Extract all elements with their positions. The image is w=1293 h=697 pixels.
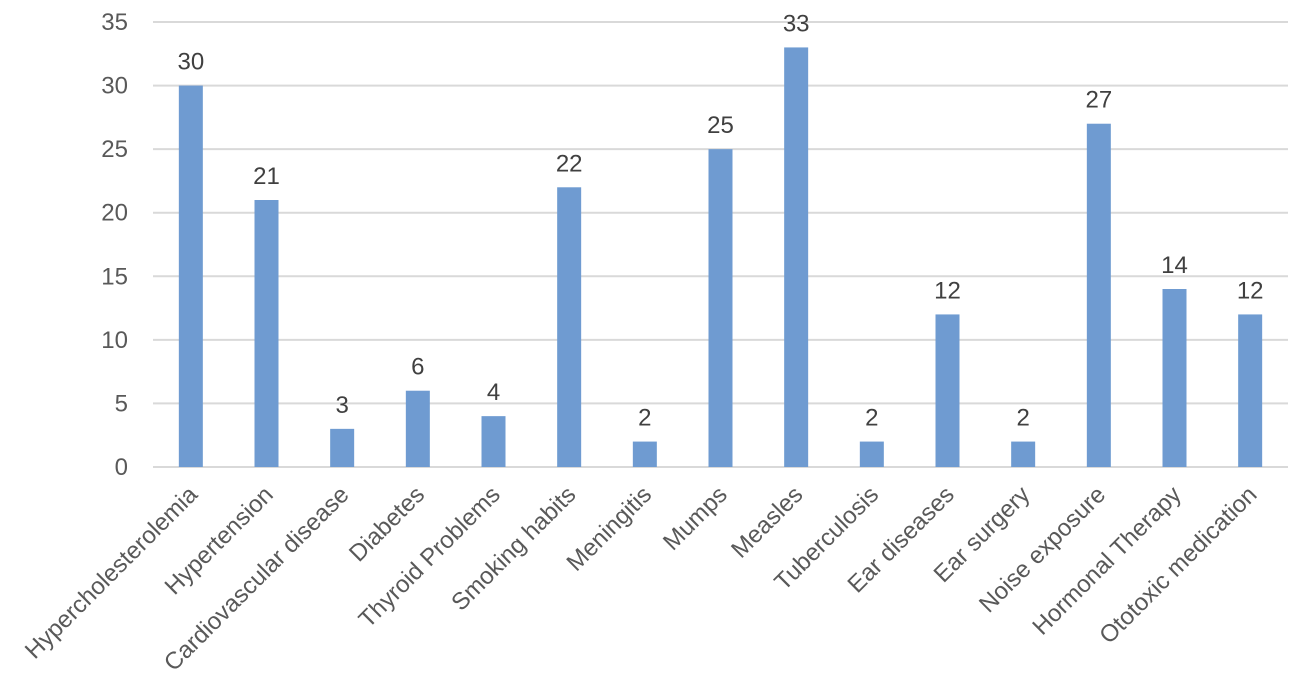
y-tick-label: 35 — [101, 9, 128, 36]
bar — [1238, 314, 1263, 467]
category-label: Thyroid Problems — [354, 481, 506, 633]
y-tick-label: 25 — [101, 136, 128, 163]
data-label: 30 — [177, 49, 204, 76]
bar — [784, 47, 809, 468]
data-label: 12 — [934, 277, 961, 304]
y-axis-tick-labels: 0 5 10 15 20 25 30 35 — [101, 9, 128, 481]
y-tick-label: 5 — [115, 390, 128, 417]
data-label: 2 — [865, 405, 878, 432]
bar — [1011, 441, 1036, 467]
y-tick-label: 20 — [101, 200, 128, 227]
bar — [859, 441, 884, 467]
bar — [330, 428, 355, 467]
y-tick-label: 15 — [101, 263, 128, 290]
data-label: 27 — [1085, 87, 1112, 114]
bar — [1162, 289, 1187, 467]
bar — [1086, 123, 1111, 467]
data-label: 3 — [335, 392, 348, 419]
bar — [178, 85, 203, 468]
data-label: 21 — [253, 163, 280, 190]
bar — [632, 441, 657, 467]
data-label: 2 — [1016, 405, 1029, 432]
bar — [557, 187, 582, 468]
y-tick-label: 10 — [101, 327, 128, 354]
bar — [935, 314, 960, 467]
bars — [178, 47, 1263, 468]
bar — [405, 390, 430, 467]
y-tick-label: 30 — [101, 73, 128, 100]
data-label: 2 — [638, 405, 651, 432]
data-label: 22 — [556, 150, 583, 177]
bar — [481, 416, 506, 467]
category-labels: HypercholesterolemiaHypertensionCardiova… — [20, 481, 1263, 677]
data-label: 12 — [1237, 277, 1264, 304]
category-label: Mumps — [658, 481, 733, 556]
data-label: 4 — [487, 379, 500, 406]
y-tick-label: 0 — [115, 454, 128, 481]
data-label: 25 — [707, 112, 734, 139]
bar — [254, 200, 279, 467]
bar — [708, 149, 733, 467]
data-label: 33 — [783, 10, 810, 37]
data-label: 14 — [1161, 252, 1188, 279]
data-label: 6 — [411, 354, 424, 381]
